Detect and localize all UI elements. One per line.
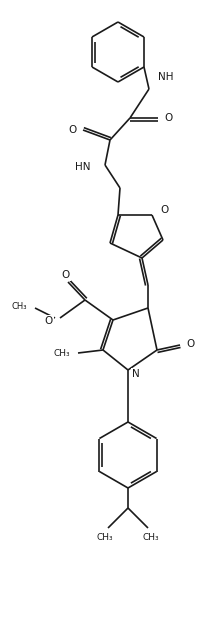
Text: NH: NH xyxy=(157,72,173,82)
Text: CH₃: CH₃ xyxy=(96,533,113,542)
Text: O: O xyxy=(45,316,53,326)
Text: CH₃: CH₃ xyxy=(142,533,159,542)
Text: O: O xyxy=(163,113,171,123)
Text: O: O xyxy=(185,339,193,349)
Text: CH₃: CH₃ xyxy=(53,349,70,358)
Text: O: O xyxy=(62,270,70,280)
Text: O: O xyxy=(68,125,77,135)
Text: CH₃: CH₃ xyxy=(11,301,27,310)
Text: N: N xyxy=(131,369,139,379)
Text: O: O xyxy=(159,205,167,215)
Text: HN: HN xyxy=(75,162,91,172)
